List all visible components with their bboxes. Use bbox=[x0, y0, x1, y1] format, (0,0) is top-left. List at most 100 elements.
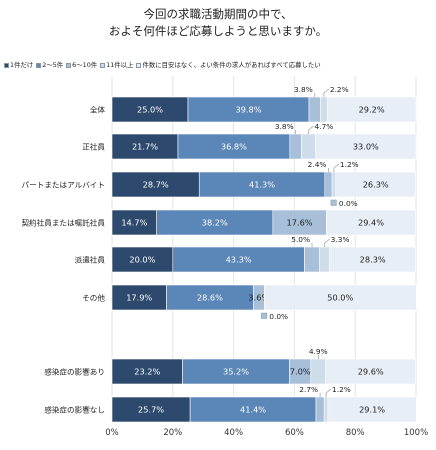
data-label: 25.0% bbox=[137, 105, 163, 115]
legend-label: 11件以上 bbox=[106, 61, 134, 69]
bar-segment bbox=[111, 133, 179, 160]
callout-label: 0.0% bbox=[339, 199, 358, 208]
callout-label: 4.9% bbox=[309, 347, 328, 356]
callout-label: 1.2% bbox=[340, 160, 359, 169]
category-label: 正社員 bbox=[82, 142, 105, 152]
bar-segment bbox=[182, 358, 290, 385]
bar-segment bbox=[166, 284, 254, 311]
bar-segment bbox=[331, 171, 337, 198]
data-label: 3.6% bbox=[248, 293, 269, 303]
bar-segment bbox=[111, 209, 157, 236]
category-label: その他 bbox=[82, 293, 105, 303]
data-label: 29.4% bbox=[358, 218, 384, 228]
legend-swatch bbox=[36, 62, 42, 68]
data-label: 25.7% bbox=[138, 405, 164, 415]
category-label: 感染症の影響なし bbox=[44, 405, 105, 415]
data-label: 43.3% bbox=[226, 255, 252, 265]
bar-segment bbox=[111, 96, 189, 123]
x-tick-label: 100% bbox=[404, 428, 428, 438]
bar-segment bbox=[156, 209, 274, 236]
x-tick-label: 20% bbox=[163, 428, 182, 438]
data-label: 29.6% bbox=[358, 367, 384, 377]
bar-segment bbox=[111, 284, 167, 311]
legend-item: 件数に目安はなく、よい条件の求人があればすべて応募したい bbox=[136, 60, 321, 70]
bar-segment bbox=[189, 396, 317, 423]
legend-item: 6～10件 bbox=[66, 60, 97, 70]
bar-segment bbox=[198, 171, 326, 198]
bar-segment bbox=[289, 133, 302, 160]
data-label: 7.0% bbox=[290, 367, 311, 377]
data-label: 28.3% bbox=[360, 255, 386, 265]
data-label: 41.3% bbox=[249, 180, 275, 190]
data-label: 36.8% bbox=[221, 142, 247, 152]
category-label: 契約社員または嘱託社員 bbox=[21, 218, 105, 228]
legend-swatch bbox=[4, 62, 9, 68]
bar-segment bbox=[326, 209, 416, 236]
category-label: 派遣社員 bbox=[75, 255, 106, 265]
callout-leader bbox=[325, 388, 332, 394]
callout-label: 2.4% bbox=[308, 160, 327, 169]
bar-segment bbox=[308, 96, 321, 123]
x-tick-label: 60% bbox=[285, 428, 304, 438]
x-tick-label: 80% bbox=[346, 428, 365, 438]
data-label: 38.2% bbox=[202, 218, 228, 228]
callout-leader bbox=[324, 238, 330, 244]
data-label: 17.6% bbox=[287, 218, 313, 228]
bar-segment bbox=[329, 246, 416, 273]
chart-title: 今回の求職活動期間の中で、 およそ何件ほど応募しようと思いますか。 bbox=[0, 6, 436, 40]
callout-label: 2.2% bbox=[330, 85, 349, 94]
x-tick-label: 0% bbox=[105, 428, 119, 438]
callout-label: 4.7% bbox=[315, 122, 334, 131]
bar-segment bbox=[111, 246, 174, 273]
bar-segment bbox=[323, 396, 329, 423]
bar-segment bbox=[172, 246, 305, 273]
bar-segment bbox=[177, 133, 291, 160]
category-label: 全体 bbox=[90, 105, 106, 115]
data-label: 23.2% bbox=[134, 367, 160, 377]
callout-marker bbox=[261, 312, 268, 319]
legend-label: 1件だけ bbox=[10, 61, 34, 69]
bar-segment bbox=[111, 171, 200, 198]
bar-segment bbox=[320, 96, 328, 123]
callout-label: 3.8% bbox=[294, 85, 313, 94]
data-label: 21.7% bbox=[132, 142, 158, 152]
bar-segment bbox=[304, 246, 320, 273]
legend-label: 6～10件 bbox=[72, 61, 98, 69]
bar-segment bbox=[272, 209, 327, 236]
legend: 1件だけ 2～5件 6～10件 11件以上 件数に目安はなく、よい条件の求人があればすべ… bbox=[4, 60, 436, 70]
callout-label: 2.7% bbox=[299, 385, 318, 394]
legend-item: 2～5件 bbox=[36, 60, 63, 70]
data-label: 35.2% bbox=[223, 367, 249, 377]
data-label: 29.2% bbox=[359, 105, 385, 115]
data-label: 28.7% bbox=[143, 180, 169, 190]
callout-label: 3.8% bbox=[275, 122, 294, 131]
callout-label: 1.2% bbox=[332, 385, 351, 394]
category-label: 感染症の影響あり bbox=[44, 367, 105, 377]
bar-segment bbox=[327, 396, 417, 423]
data-label: 14.7% bbox=[121, 218, 147, 228]
callout-label: 3.3% bbox=[331, 235, 350, 244]
callout-marker bbox=[330, 199, 337, 206]
callout-leader bbox=[308, 125, 314, 131]
legend-swatch bbox=[136, 62, 142, 68]
callout-leader bbox=[323, 88, 330, 94]
x-tick-label: 40% bbox=[224, 428, 243, 438]
callout-leader bbox=[333, 163, 340, 169]
chart-title-line-1: 今回の求職活動期間の中で、 bbox=[143, 7, 293, 21]
data-label: 20.0% bbox=[129, 255, 155, 265]
bar-segment bbox=[319, 246, 330, 273]
legend-label: 件数に目安はなく、よい条件の求人があればすべて応募したい bbox=[142, 61, 321, 69]
data-label: 17.9% bbox=[126, 293, 152, 303]
legend-swatch bbox=[100, 62, 106, 68]
callout-label: 5.0% bbox=[291, 235, 310, 244]
bar-segment bbox=[315, 396, 325, 423]
data-label: 50.0% bbox=[327, 293, 353, 303]
data-label: 28.6% bbox=[197, 293, 223, 303]
bar-segment bbox=[264, 284, 417, 311]
bar-segment bbox=[111, 358, 183, 385]
bar-segment bbox=[301, 133, 316, 160]
bar-segment bbox=[310, 358, 327, 385]
bar-segment bbox=[335, 171, 416, 198]
data-label: 41.4% bbox=[240, 405, 266, 415]
data-label: 29.1% bbox=[359, 405, 385, 415]
